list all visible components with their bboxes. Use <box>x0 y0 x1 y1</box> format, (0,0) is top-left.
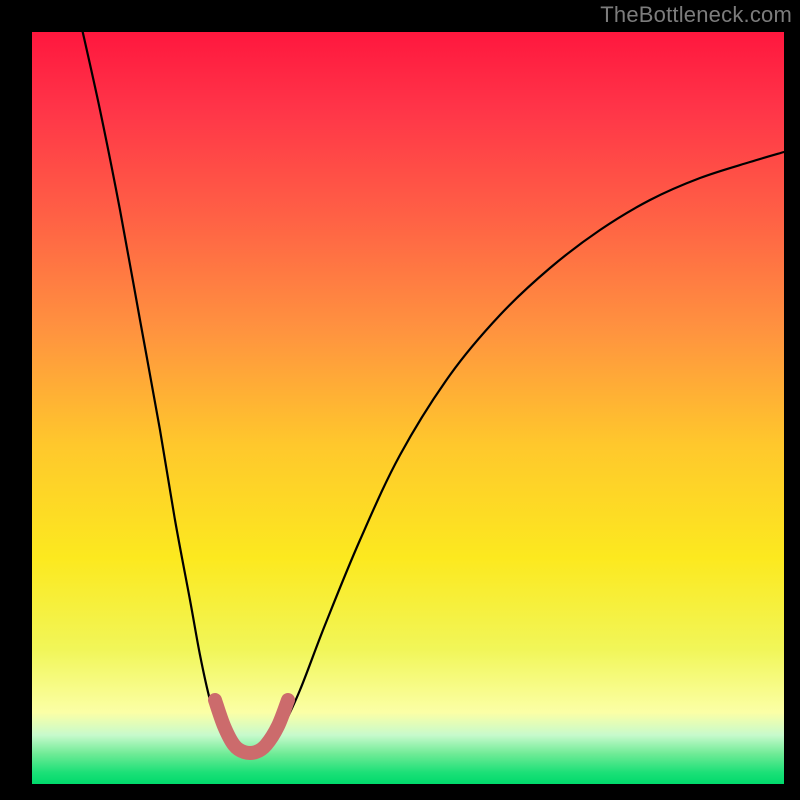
watermark-text: TheBottleneck.com <box>600 2 792 28</box>
plot-background <box>32 32 784 784</box>
bottleneck-chart <box>0 0 800 800</box>
chart-frame <box>0 0 800 800</box>
